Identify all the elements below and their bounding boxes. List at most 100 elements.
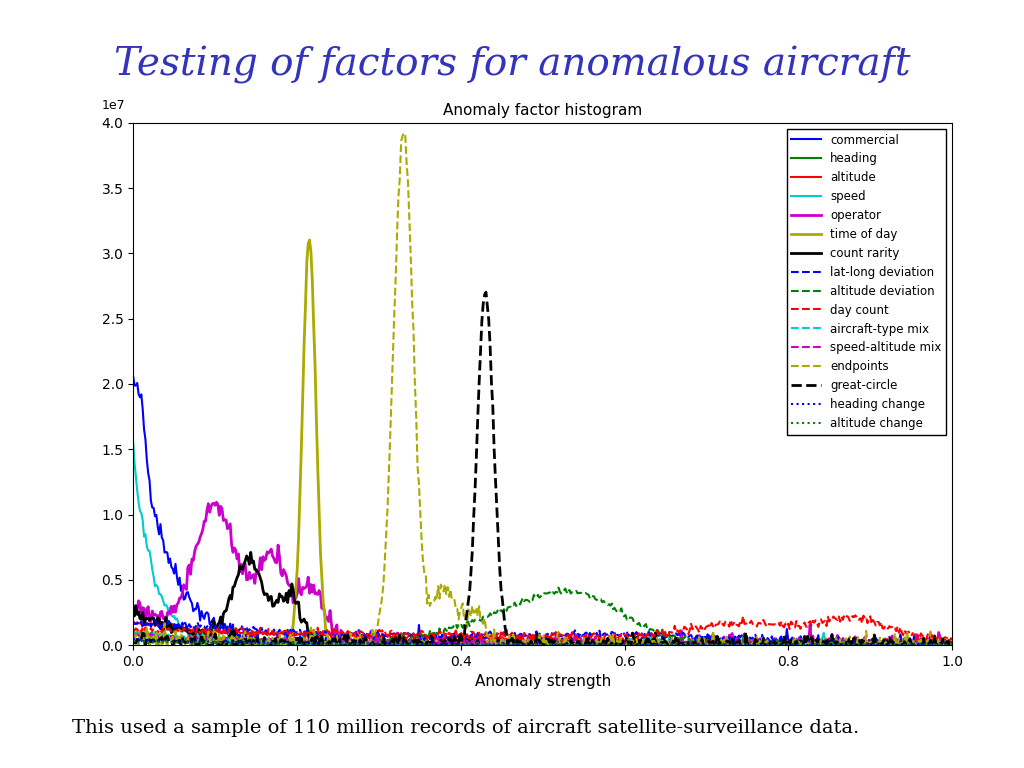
endpoints (273, 631, 286, 640)
heading (273, 634, 286, 643)
day count (674, 626, 686, 635)
great-circle (501, 631, 513, 640)
speed-altitude mix (144, 629, 157, 638)
heading (146, 628, 159, 637)
Line: heading change: heading change (133, 638, 952, 645)
speed (273, 641, 286, 650)
Text: This used a sample of 110 million records of aircraft satellite-surveillance dat: This used a sample of 110 million record… (72, 720, 859, 737)
altitude change (340, 640, 352, 649)
heading change (127, 635, 139, 644)
Legend: commercial, heading, altitude, speed, operator, time of day, count rarity, lat-l: commercial, heading, altitude, speed, op… (786, 129, 946, 435)
time of day (677, 640, 689, 649)
endpoints (746, 638, 759, 647)
X-axis label: Anomaly strength: Anomaly strength (474, 674, 611, 690)
great-circle (612, 641, 625, 650)
speed-altitude mix (509, 641, 521, 650)
operator (946, 641, 958, 650)
Line: lat-long deviation: lat-long deviation (133, 620, 952, 645)
altitude (827, 641, 840, 650)
operator (677, 639, 689, 648)
Line: time of day: time of day (133, 240, 952, 645)
count rarity (273, 589, 286, 598)
endpoints (397, 128, 410, 137)
commercial (745, 641, 758, 650)
day count (946, 637, 958, 646)
lat-long deviation (499, 628, 511, 637)
speed (213, 641, 225, 650)
endpoints (339, 634, 351, 644)
Line: speed: speed (133, 442, 952, 645)
altitude (946, 638, 958, 647)
aircraft-type mix (946, 639, 958, 648)
day count (943, 637, 955, 646)
commercial (611, 641, 624, 650)
aircraft-type mix (273, 638, 286, 647)
time of day (273, 637, 286, 646)
Line: count rarity: count rarity (133, 552, 952, 645)
count rarity (127, 611, 139, 621)
operator (501, 641, 513, 650)
commercial (273, 637, 286, 646)
count rarity (340, 639, 352, 648)
lat-long deviation (127, 617, 139, 626)
altitude (273, 630, 286, 639)
speed (127, 437, 139, 446)
aircraft-type mix (677, 641, 689, 650)
altitude change (128, 637, 140, 646)
great-circle (677, 641, 689, 650)
day count (743, 618, 756, 627)
speed (946, 641, 958, 650)
heading (127, 629, 139, 638)
heading change (677, 640, 689, 649)
day count (609, 634, 622, 644)
great-circle (139, 641, 152, 650)
altitude change (273, 639, 286, 648)
altitude deviation (723, 641, 735, 650)
altitude change (127, 637, 139, 646)
lat-long deviation (845, 641, 857, 650)
great-circle (946, 641, 958, 650)
aircraft-type mix (344, 641, 356, 650)
speed-altitude mix (677, 639, 689, 648)
altitude change (501, 640, 513, 649)
heading (946, 639, 958, 648)
altitude (499, 634, 511, 644)
altitude (745, 637, 758, 646)
altitude deviation (676, 635, 688, 644)
lat-long deviation (339, 627, 351, 637)
commercial (339, 641, 351, 650)
endpoints (501, 633, 513, 642)
Line: great-circle: great-circle (133, 292, 952, 645)
heading change (501, 639, 513, 648)
aircraft-type mix (501, 641, 513, 650)
heading change (946, 640, 958, 649)
great-circle (480, 287, 493, 296)
speed-altitude mix (339, 639, 351, 648)
heading change (273, 639, 286, 648)
day count (127, 627, 139, 637)
speed (676, 641, 688, 650)
time of day (127, 635, 139, 644)
aircraft-type mix (339, 638, 351, 647)
altitude (611, 636, 624, 645)
day count (498, 631, 510, 640)
Text: Testing of factors for anomalous aircraft: Testing of factors for anomalous aircraf… (114, 46, 910, 84)
speed (499, 641, 511, 650)
great-circle (273, 640, 286, 649)
Line: aircraft-type mix: aircraft-type mix (133, 632, 952, 645)
heading (677, 640, 689, 649)
lat-long deviation (273, 625, 286, 634)
speed-altitude mix (273, 635, 286, 644)
altitude deviation (746, 641, 759, 650)
aircraft-type mix (127, 629, 139, 638)
endpoints (127, 634, 139, 643)
count rarity (612, 641, 625, 650)
operator (210, 498, 222, 507)
altitude deviation (611, 607, 624, 617)
Line: endpoints: endpoints (133, 133, 952, 645)
day count (838, 611, 850, 620)
heading (339, 634, 351, 644)
count rarity (946, 638, 958, 647)
Line: operator: operator (133, 502, 952, 645)
altitude (339, 634, 351, 644)
